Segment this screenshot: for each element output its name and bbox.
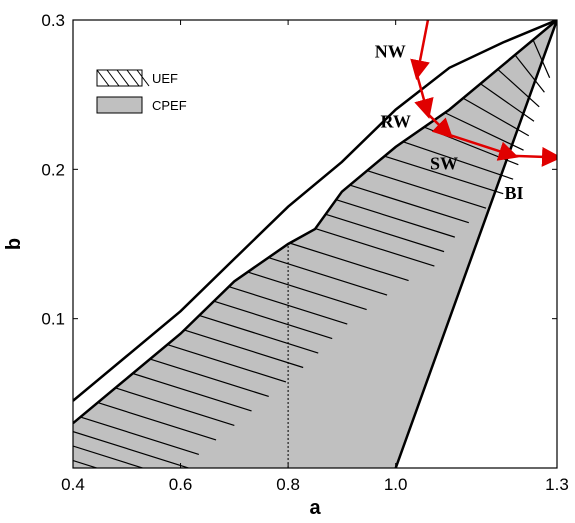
uef-hatch-line [73,459,99,468]
y-tick-label: 0.2 [41,160,65,179]
transition-arrow [427,113,454,139]
legend-swatch-cpef [96,96,143,114]
uef-hatch-line [384,155,504,195]
upper-boundary-curve [73,20,557,402]
transition-arrow [414,74,434,119]
uef-hatching [73,40,551,468]
legend [96,69,150,114]
uef-hatch-line [336,199,456,238]
region-label-sw: SW [430,153,458,173]
uef-hatch-line [403,141,514,180]
y-tick-label: 0.3 [41,11,65,30]
uef-hatch-line [290,242,409,282]
x-tick-label: 1.3 [545,475,569,494]
uef-hatch-line [213,300,333,340]
y-axis-title: b [3,238,25,250]
region-label-bi: BI [504,183,523,203]
uef-hatch-line [133,373,252,412]
transition-arrow [513,146,557,167]
uef-hatch-line [184,329,304,369]
uef-hatch-line [167,344,287,383]
y-tick-label: 0.1 [41,310,65,329]
uef-hatch-line [150,358,269,398]
uef-hatch-line [248,271,367,311]
uef-hatch-line [97,402,217,441]
region-label-nw: NW [375,41,406,61]
legend-hatch-line [126,69,140,87]
uef-hatch-line [315,228,435,267]
uef-hatch-line [514,54,545,93]
transition-arrow [410,20,430,81]
uef-hatch-line [80,416,200,455]
uef-hatch-line [73,430,191,468]
legend-swatch-uef [96,69,143,87]
transition-arrow [449,133,519,161]
uef-hatch-line [480,83,535,122]
x-tick-label: 0.8 [276,475,300,494]
uef-hatch-line [497,68,540,108]
uef-hatch-line [532,40,551,79]
uef-hatch-line [73,445,145,468]
x-axis-title: a [309,497,321,518]
uef-hatch-line [199,315,319,354]
uef-hatch-line [367,170,487,209]
legend-hatch-line [106,69,120,87]
uef-hatch-line [325,213,445,253]
x-tick-label: 1.0 [384,475,408,494]
legend-hatch-line [116,69,130,87]
region-label-rw: RW [380,112,410,132]
cpef-right-boundary-curve [394,20,557,468]
uef-hatch-line [228,286,348,325]
legend-hatch-line [96,69,110,87]
plot-area [73,20,557,468]
cpef-left-boundary-curve [73,20,557,425]
legend-label-uef: UEF [152,71,178,86]
plot-frame [72,19,558,469]
uef-hatch-line [115,387,235,427]
x-tick-label: 0.6 [169,475,193,494]
x-tick-label: 0.4 [61,475,85,494]
legend-hatch-line [136,69,150,87]
uef-hatch-line [350,184,469,224]
legend-label-cpef: CPEF [152,98,187,113]
